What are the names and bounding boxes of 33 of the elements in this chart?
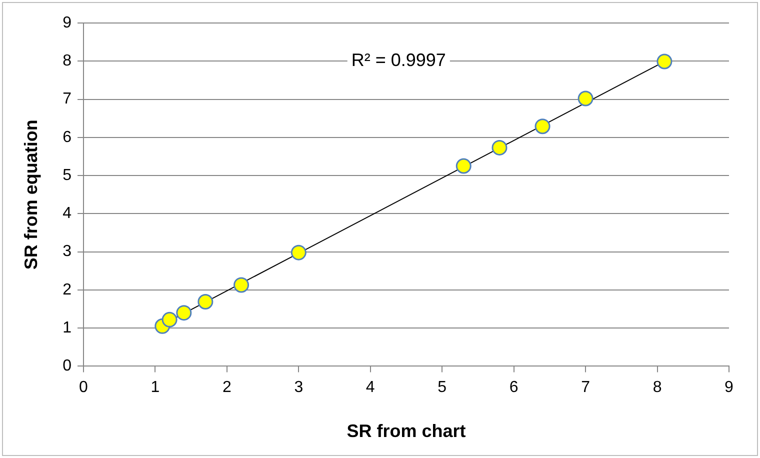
- point: [234, 277, 250, 293]
- y-tick-label: 1: [62, 319, 72, 336]
- x-tick-label: 1: [150, 379, 160, 396]
- annotation: R² = 0.9997: [351, 50, 446, 70]
- point: [456, 158, 472, 174]
- x-tick-label: 3: [294, 379, 304, 396]
- point: [534, 118, 550, 134]
- y-tick-label: 0: [62, 358, 72, 375]
- x-tick-label: 8: [652, 379, 662, 396]
- y-tick-label: 3: [62, 243, 72, 260]
- x-tick-label: 0: [79, 379, 88, 396]
- y-tick-label: 5: [62, 166, 72, 184]
- x-tick-label: 4: [366, 379, 375, 396]
- x-tick-label: 5: [438, 379, 447, 396]
- point: [198, 294, 214, 310]
- y-tick-label: 2: [62, 281, 72, 298]
- y-tick-label: 7: [62, 90, 72, 108]
- point: [162, 312, 178, 328]
- y-tick-label: 9: [62, 14, 72, 32]
- y-tick-label: 6: [62, 128, 72, 146]
- point: [656, 54, 672, 70]
- point: [578, 90, 594, 106]
- y-axis-title: SR from equation: [20, 120, 41, 270]
- point: [176, 305, 192, 321]
- point: [290, 244, 306, 260]
- x-tick-label: 6: [509, 379, 518, 396]
- y-tick-label: 8: [62, 52, 72, 70]
- x-axis-title: SR from chart: [346, 421, 466, 442]
- y-tick-label: 4: [62, 205, 72, 222]
- point: [492, 140, 508, 156]
- x-tick-label: 7: [581, 379, 590, 396]
- x-tick-label: 2: [222, 379, 232, 396]
- x-tick-label: 9: [724, 379, 734, 396]
